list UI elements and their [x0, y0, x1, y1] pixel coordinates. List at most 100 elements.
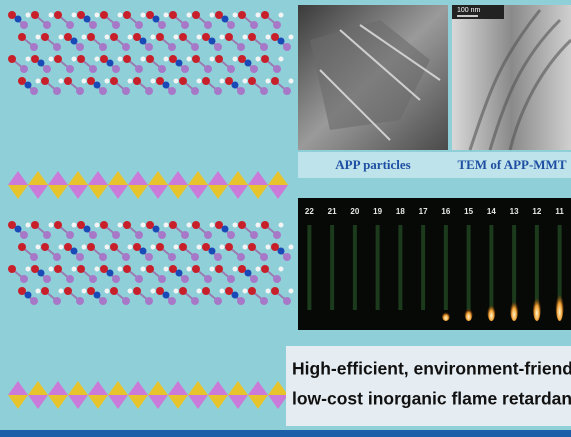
atom-h [48, 266, 54, 272]
sample-number: 17 [419, 207, 428, 216]
clay-sheet [168, 171, 188, 185]
atom-p [168, 297, 176, 305]
flame [487, 303, 496, 321]
atom-h [48, 222, 54, 228]
atom-o [110, 287, 118, 295]
flame [464, 307, 473, 321]
atom-o [133, 33, 141, 41]
atom-h [71, 12, 77, 18]
clay-sheet [108, 395, 128, 409]
atom-n [37, 269, 45, 277]
atom-p [204, 231, 212, 239]
clay-sheet [48, 381, 68, 395]
atom-h [265, 78, 271, 84]
atom-p [66, 231, 74, 239]
atom-h [81, 78, 87, 84]
atom-n [24, 81, 32, 89]
sample-number: 15 [464, 207, 473, 216]
atom-n [277, 247, 285, 255]
clay-sheet [268, 171, 288, 185]
atom-p [135, 231, 143, 239]
atom-p [145, 87, 153, 95]
sample-number: 21 [328, 207, 337, 216]
atom-o [77, 221, 85, 229]
atom-h [209, 222, 215, 228]
atom-p [66, 21, 74, 29]
clay-sheet [48, 185, 68, 199]
bottom-bar [0, 430, 571, 437]
atom-o [100, 55, 108, 63]
atom-o [225, 243, 233, 251]
atom-o [169, 221, 177, 229]
atom-p [112, 21, 120, 29]
atom-h [48, 12, 54, 18]
atom-n [37, 59, 45, 67]
clay-sheet [68, 171, 88, 185]
atom-o [169, 55, 177, 63]
atom-h [288, 244, 294, 250]
atom-h [173, 244, 179, 250]
atom-p [66, 275, 74, 283]
atom-o [202, 243, 210, 251]
atom-p [181, 65, 189, 73]
clay-sheet [128, 395, 148, 409]
atom-p [260, 253, 268, 261]
atom-p [273, 231, 281, 239]
atom-o [238, 11, 246, 19]
atom-p [89, 231, 97, 239]
atom-h [255, 12, 261, 18]
atom-o [271, 77, 279, 85]
scale-bar-label: 100 nm [457, 7, 481, 14]
atom-o [215, 221, 223, 229]
tem-caption: TEM of APP-MMT [457, 157, 566, 172]
atom-p [237, 43, 245, 51]
atom-o [110, 33, 118, 41]
atom-h [81, 244, 87, 250]
atom-h [219, 288, 225, 294]
atom-p [273, 65, 281, 73]
clay-sheet [148, 171, 168, 185]
atom-o [54, 265, 62, 273]
atom-h [140, 222, 146, 228]
atom-p [112, 231, 120, 239]
atom-h [150, 34, 156, 40]
atom-h [209, 266, 215, 272]
atom-h [58, 288, 64, 294]
atom-n [83, 15, 91, 23]
atom-o [202, 77, 210, 85]
atom-h [58, 34, 64, 40]
flame-samples: 22 21 20 19 18 17 16 15 14 13 12 11 [305, 207, 564, 321]
atom-n [231, 81, 239, 89]
atom-p [66, 65, 74, 73]
flame [441, 311, 450, 321]
atom-n [93, 81, 101, 89]
atom-p [99, 253, 107, 261]
atom-n [221, 225, 229, 233]
atom-p [20, 65, 28, 73]
atom-p [53, 43, 61, 51]
atom-o [248, 287, 256, 295]
atom-o [156, 287, 164, 295]
atom-p [158, 21, 166, 29]
atom-o [179, 287, 187, 295]
atom-p [89, 21, 97, 29]
clay-sheet [248, 185, 268, 199]
atom-n [208, 37, 216, 45]
atom-o [54, 55, 62, 63]
atom-p [227, 21, 235, 29]
atom-n [244, 269, 252, 277]
atom-h [288, 288, 294, 294]
atom-h [278, 222, 284, 228]
atom-h [209, 12, 215, 18]
atom-o [133, 243, 141, 251]
atom-o [64, 33, 72, 41]
atom-n [106, 59, 114, 67]
atom-o [261, 221, 269, 229]
atom-p [250, 231, 258, 239]
atom-h [35, 244, 41, 250]
atom-p [122, 253, 130, 261]
atom-n [162, 291, 170, 299]
atom-o [123, 55, 131, 63]
atom-o [146, 55, 154, 63]
